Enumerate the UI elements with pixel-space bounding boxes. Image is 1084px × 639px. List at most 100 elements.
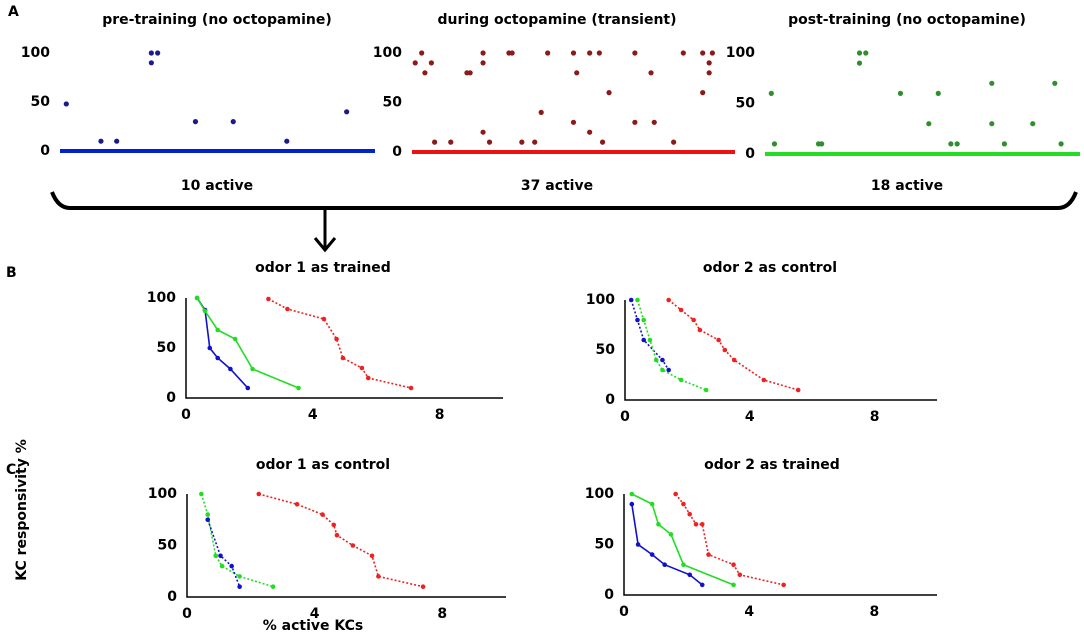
point	[660, 367, 665, 373]
point	[365, 375, 371, 381]
point	[256, 491, 262, 497]
point	[519, 139, 525, 145]
point	[202, 308, 208, 314]
point	[532, 139, 538, 145]
point	[699, 582, 705, 588]
point	[599, 139, 606, 145]
point	[666, 367, 671, 373]
point	[205, 512, 211, 517]
point	[863, 50, 869, 56]
point	[480, 60, 486, 66]
series-line	[206, 519, 241, 587]
axis	[623, 494, 937, 596]
point	[570, 119, 577, 125]
point	[629, 491, 635, 497]
point	[737, 572, 743, 578]
x-tick-label: 4	[308, 407, 318, 423]
point	[989, 80, 995, 86]
point	[428, 60, 434, 66]
axis	[624, 300, 937, 401]
y-tick-label: 100	[373, 45, 402, 61]
point	[680, 50, 686, 56]
axis	[185, 298, 503, 399]
point	[635, 317, 640, 323]
series-line	[668, 299, 799, 391]
point	[270, 584, 276, 589]
point	[632, 119, 638, 125]
point	[412, 60, 418, 66]
point	[926, 121, 932, 127]
point	[63, 101, 69, 107]
point	[897, 90, 904, 96]
chart-title: odor 2 as trained	[704, 457, 840, 473]
y-tick-label: 0	[604, 587, 614, 603]
chart-title: odor 1 as trained	[255, 260, 391, 276]
point	[699, 522, 705, 527]
point	[635, 297, 640, 303]
panel-label: C	[6, 462, 16, 478]
y-tick-label: 100	[148, 486, 177, 502]
point	[285, 306, 290, 312]
point	[538, 109, 544, 115]
point	[632, 50, 638, 56]
point	[1030, 121, 1036, 127]
point	[660, 357, 665, 363]
series-line	[200, 493, 274, 588]
point	[671, 139, 677, 145]
x-axis-label: % active KCs	[263, 618, 363, 634]
axis	[186, 494, 506, 598]
point	[706, 70, 712, 76]
y-tick-label: 0	[166, 390, 176, 406]
point	[376, 574, 381, 579]
point	[331, 522, 337, 528]
y-tick-label: 50	[157, 340, 177, 356]
point	[989, 121, 995, 127]
point	[635, 542, 641, 547]
point	[359, 365, 365, 371]
point	[155, 50, 161, 56]
panel-label: A	[8, 4, 19, 20]
point	[464, 70, 470, 76]
point	[795, 387, 801, 393]
point	[334, 532, 340, 538]
point	[731, 582, 736, 588]
point	[420, 584, 426, 589]
y-tick-label: 50	[736, 96, 756, 112]
point	[666, 297, 671, 303]
point	[509, 50, 515, 56]
point	[296, 385, 301, 391]
y-tick-label: 0	[745, 146, 755, 162]
point	[629, 501, 635, 507]
point	[653, 357, 659, 363]
point	[294, 502, 300, 507]
y-tick-label: 100	[147, 290, 176, 306]
point	[232, 336, 238, 342]
point	[768, 90, 774, 96]
point	[408, 385, 414, 391]
x-tick-label: 8	[870, 604, 880, 620]
point	[419, 50, 425, 56]
caption: 18 active	[871, 178, 943, 194]
point	[781, 582, 786, 588]
point	[648, 70, 654, 76]
point	[697, 327, 703, 333]
point	[250, 366, 255, 372]
x-tick-label: 0	[620, 409, 630, 425]
point	[237, 574, 242, 579]
y-tick-label: 100	[586, 292, 615, 308]
y-tick-label: 0	[392, 144, 402, 160]
caption: 10 active	[181, 178, 253, 194]
chart-title: during octopamine (transient)	[437, 12, 676, 28]
point	[678, 307, 684, 313]
x-tick-label: 0	[181, 407, 191, 423]
point	[587, 50, 593, 56]
point	[691, 317, 696, 323]
x-tick-label: 8	[435, 407, 445, 423]
point	[284, 138, 290, 144]
point	[716, 337, 721, 343]
point	[673, 491, 678, 497]
series-line	[258, 493, 424, 588]
point	[687, 511, 693, 517]
chart-title: post-training (no octopamine)	[788, 12, 1026, 28]
point	[935, 90, 941, 96]
